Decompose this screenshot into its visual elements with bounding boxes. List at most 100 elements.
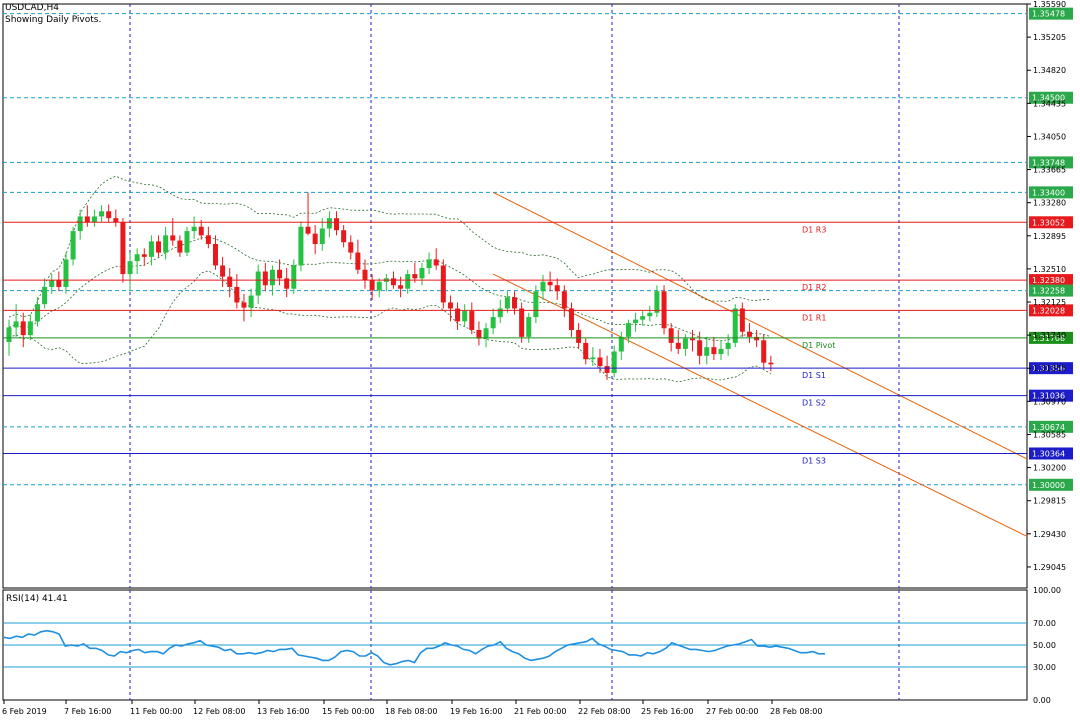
- candle-body: [697, 340, 703, 356]
- candle-body: [768, 362, 774, 365]
- candle-body: [512, 297, 518, 309]
- band-upper: [8, 175, 771, 318]
- candle-body: [433, 259, 439, 266]
- candle-body: [412, 274, 418, 279]
- pivot-price-tag: [1029, 447, 1073, 460]
- date-label: 15 Feb 00:00: [322, 707, 374, 716]
- candle-body: [298, 226, 304, 266]
- candle-body: [718, 348, 724, 355]
- candle-body: [70, 231, 76, 260]
- pivot-price-label: 1.32380: [1032, 276, 1065, 285]
- price-tick-label: 1.34820: [1033, 66, 1066, 75]
- candle-body: [113, 218, 119, 223]
- candle-body: [754, 336, 760, 341]
- pivot-name-label: D1 S2: [802, 399, 826, 408]
- pivot-name-label: D1 R1: [802, 313, 826, 322]
- candle-body: [27, 321, 33, 336]
- candle-body: [234, 286, 240, 303]
- candle-body: [704, 347, 710, 356]
- candle-body: [711, 347, 717, 355]
- candle-body: [682, 338, 688, 349]
- pivot-price-tag: [1029, 216, 1073, 229]
- level-price-label: 1.35478: [1032, 10, 1065, 19]
- price-tick-label: 1.32895: [1033, 232, 1066, 241]
- level-price-label: 1.33400: [1032, 188, 1065, 197]
- price-tick-label: 1.34050: [1033, 132, 1066, 141]
- price-tick-label: 1.29430: [1033, 530, 1066, 539]
- candle-body: [369, 280, 375, 291]
- candle-body: [440, 265, 446, 303]
- candle-body: [647, 312, 653, 317]
- candle-body: [184, 231, 190, 253]
- price-tick-label: 1.30970: [1033, 397, 1066, 406]
- candle-body: [661, 291, 667, 329]
- date-label: 21 Feb 00:00: [514, 707, 566, 716]
- candle-body: [490, 317, 496, 329]
- pivot-name-label: D1 R2: [802, 283, 826, 292]
- candle-body: [63, 259, 69, 287]
- candle-body: [633, 319, 639, 324]
- pivot-name-label: D1 S3: [802, 456, 826, 465]
- chart-frame: [2, 3, 1028, 701]
- pivot-name-label: D1 R3: [802, 225, 826, 234]
- date-label: 28 Feb 08:00: [770, 707, 822, 716]
- candle-body: [761, 340, 767, 363]
- candle-body: [191, 226, 197, 232]
- pivot-price-label: 1.33052: [1032, 218, 1065, 227]
- candle-body: [177, 240, 183, 253]
- candle-body: [547, 281, 553, 286]
- candle-body: [34, 304, 40, 322]
- candle-body: [746, 331, 752, 337]
- candle-body: [590, 357, 596, 360]
- trend-channel: [492, 191, 1028, 537]
- level-price-tag: [1029, 186, 1073, 199]
- candle-body: [690, 338, 696, 341]
- pivot-price-tag: [1029, 274, 1073, 287]
- date-label: 25 Feb 16:00: [641, 707, 693, 716]
- candle-body: [618, 336, 624, 352]
- price-tick-label: 1.32125: [1033, 298, 1066, 307]
- date-label: 19 Feb 16:00: [450, 707, 502, 716]
- rsi-tick-label: 100.00: [1033, 586, 1061, 595]
- rsi-tick-label: 70.00: [1033, 619, 1056, 628]
- level-price-tag: [1029, 156, 1073, 169]
- candle-body: [49, 280, 55, 287]
- candle-body: [262, 271, 268, 286]
- candle-body: [42, 286, 48, 305]
- candle-body: [447, 302, 453, 309]
- candle-body: [462, 311, 468, 322]
- channel-lower-line: [492, 273, 1028, 537]
- candle-body: [156, 241, 162, 253]
- candle-body: [540, 281, 546, 292]
- candle-body: [576, 329, 582, 343]
- date-label: 11 Feb 00:00: [130, 707, 182, 716]
- candle-body: [291, 265, 297, 289]
- level-price-tag: [1029, 420, 1073, 433]
- candle-body: [497, 308, 503, 318]
- pivot-indicator-note: Showing Daily Pivots.: [5, 15, 102, 25]
- rsi-tick-label: 0.00: [1033, 696, 1051, 705]
- candle-body: [319, 228, 325, 244]
- date-label: 27 Feb 00:00: [706, 707, 758, 716]
- candle-body: [426, 259, 432, 269]
- candle-body: [148, 241, 154, 257]
- candle-body: [91, 216, 97, 223]
- candle-body: [326, 218, 332, 229]
- rsi-line: [3, 629, 825, 666]
- candle-body: [376, 281, 382, 291]
- level-price-label: 1.34500: [1032, 94, 1065, 103]
- candle-body: [625, 323, 631, 337]
- price-tick-label: 1.33665: [1033, 166, 1066, 175]
- level-price-label: 1.33748: [1032, 158, 1065, 167]
- candle-body: [99, 211, 105, 217]
- candle-body: [405, 274, 411, 289]
- pivot-name-label: D1 S1: [802, 371, 826, 380]
- candle-body: [533, 291, 539, 318]
- date-label: 7 Feb 16:00: [64, 707, 111, 716]
- date-axis: 6 Feb 2019 7 Feb 16:00 11 Feb 00:00 12 Feb …: [2, 700, 822, 716]
- price-tick-label: 1.30585: [1033, 430, 1066, 439]
- pivot-name-label: D1 Pivot: [802, 341, 835, 350]
- price-tick-label: 1.29815: [1033, 497, 1066, 506]
- candle-body: [141, 254, 147, 257]
